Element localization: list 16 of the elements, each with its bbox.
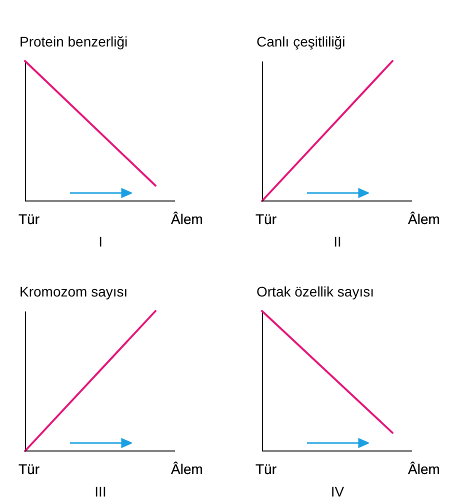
text: Tür: [18, 461, 40, 477]
text: Tür: [256, 461, 277, 477]
y-axis-title: Kromozom sayısı: [20, 284, 128, 300]
x-axis-title: IV: [330, 484, 345, 500]
text: Âlem: [171, 211, 203, 227]
text: Âlem: [408, 461, 440, 477]
text: Tür: [256, 211, 277, 227]
x-axis-title: I: [98, 234, 102, 250]
x-axis-title: III: [94, 484, 106, 500]
text: Tür: [18, 211, 40, 227]
y-axis-title: Ortak özellik sayısı: [256, 284, 374, 300]
y-axis-title: Protein benzerliği: [20, 34, 128, 50]
y-axis-title: Canlı çeşitliliği: [256, 34, 346, 50]
text: Âlem: [408, 211, 440, 227]
text: Âlem: [171, 461, 203, 477]
x-axis-title: II: [334, 234, 342, 250]
